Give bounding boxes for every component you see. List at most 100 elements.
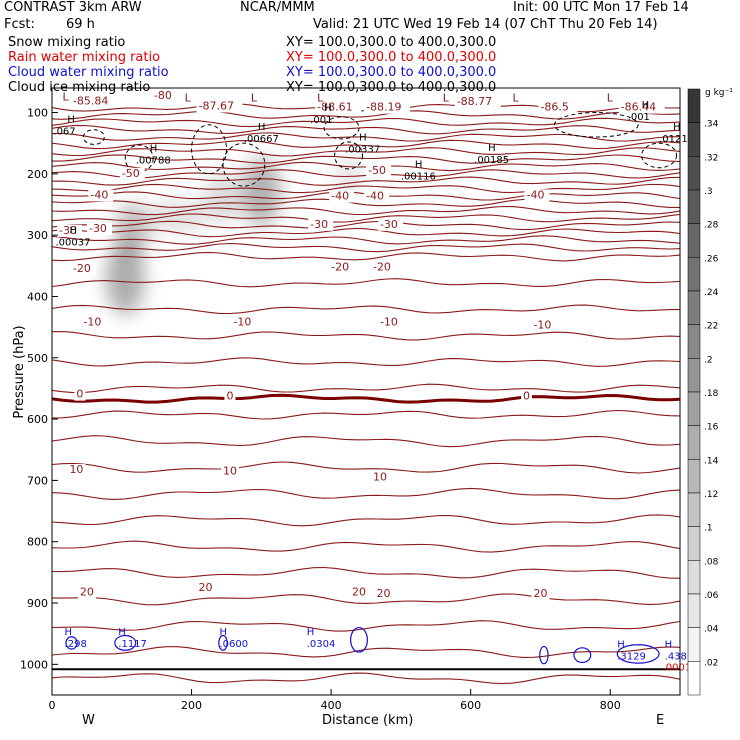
minimum-marker: L	[185, 91, 192, 104]
snow-core	[115, 203, 149, 255]
cloud-water-maximum-marker: H	[665, 639, 673, 650]
colorbar-tick-label: .32	[704, 153, 718, 163]
isotherm-label-bg	[370, 471, 389, 484]
y-tick-label: 500	[27, 352, 48, 365]
isotherm-label-bg	[374, 587, 393, 600]
isotherm-label-bg	[370, 261, 396, 274]
y-tick-label: 200	[27, 168, 48, 181]
colorbar-tick-label: .2	[704, 355, 713, 365]
cloud-water-maximum-value: .0304	[307, 639, 336, 650]
colorbar-tick-label: .06	[704, 591, 719, 601]
minimum-marker: L	[251, 91, 258, 104]
isotherm-label: -30	[380, 218, 398, 231]
isotherm-line	[52, 409, 680, 420]
isotherm-line	[52, 278, 680, 288]
isotherm-line	[52, 646, 680, 658]
cloud-water-contours	[65, 626, 660, 665]
isotherm-label: -50	[122, 167, 140, 180]
isotherm-label-bg	[308, 218, 334, 231]
y-tick-label: 1000	[20, 658, 48, 671]
colorbar-cell	[687, 156, 701, 191]
ice-maximum-marker: H	[324, 103, 332, 114]
isotherm-label: 10	[373, 470, 387, 483]
field-xy-cloud-water: XY= 100.0,300.0 to 400.0,300.0	[286, 65, 497, 80]
cloud-water-contour	[616, 644, 660, 664]
minimum-marker: L	[607, 91, 614, 104]
colorbar-cell	[687, 593, 701, 628]
isotherm-label-bg	[81, 316, 107, 329]
ice-maximum-value: .00116	[401, 171, 436, 182]
field-label-snow: Snow mixing ratio	[8, 35, 126, 50]
isotherm-label-bg	[196, 100, 243, 113]
colorbar-cell	[687, 223, 701, 258]
ice-maximum-marker: H	[359, 132, 367, 143]
isotherm-line	[52, 235, 680, 245]
isotherm-line	[52, 147, 680, 157]
isotherm-label: -40	[526, 188, 544, 201]
y-tick-label: 300	[27, 229, 48, 242]
colorbar-tick-label: .3	[704, 187, 713, 197]
cloud-water-contour	[350, 626, 368, 653]
isotherm-line	[52, 540, 680, 553]
colorbar-cell	[687, 425, 701, 460]
isotherm-label-bg	[531, 587, 550, 600]
cloud-water-maximum-value: .3129	[617, 651, 646, 662]
isotherm-label: -10	[83, 315, 101, 328]
isotherm-label: 20	[352, 586, 366, 599]
ice-maximum-value: .00788	[136, 155, 171, 166]
colorbar-cell	[687, 526, 701, 561]
colorbar-tick-label: .1	[704, 524, 713, 534]
isotherm-label: 10	[69, 463, 83, 476]
isotherm-line	[52, 514, 680, 527]
isotherm-label: 0	[76, 388, 83, 401]
colorbar-tick-label: .08	[704, 557, 719, 567]
cloud-water-contour	[114, 634, 137, 651]
y-axis-label: Pressure (hPa)	[12, 325, 27, 419]
isotherm-label-bg	[220, 465, 239, 478]
field-xy-snow: XY= 100.0,300.0 to 400.0,300.0	[286, 35, 497, 50]
isotherm-label: -86.44	[621, 101, 656, 114]
cloud-water-maximum-value: .438	[665, 651, 687, 662]
isotherm-line	[52, 205, 680, 216]
ice-maximum-value: .00667	[244, 134, 279, 145]
ice-maximum-value: .067	[53, 127, 75, 138]
colorbar-cell	[687, 661, 701, 696]
ice-maximum-marker: H	[415, 159, 423, 170]
colorbar-units: g kg⁻¹	[705, 88, 733, 98]
isotherm-label-bg	[350, 586, 369, 599]
isotherm-label-bg	[524, 189, 550, 202]
isotherm-label-bg	[364, 190, 389, 203]
isotherm-label: -20	[373, 261, 391, 274]
zero-isotherm	[52, 393, 680, 404]
cloud-water-maximum-marker: H	[65, 627, 73, 638]
cloud-water-maximum-value: .0600	[219, 639, 248, 650]
isotherm-label-bg	[74, 388, 86, 401]
snow-core	[105, 241, 145, 315]
isotherm-label: -20	[73, 262, 91, 275]
init-time: Init: 00 UTC Mon 17 Feb 14	[513, 0, 689, 15]
colorbar-cell	[687, 88, 701, 123]
ice-maximum-marker: H	[642, 100, 650, 111]
isotherm-label-bg	[366, 164, 392, 177]
forecast-hours: 69 h	[66, 17, 95, 32]
isotherm-label: 20	[533, 587, 547, 600]
colorbar-cell	[687, 324, 701, 359]
isotherm-label: 0	[523, 389, 530, 402]
isotherm-label-bg	[86, 223, 112, 236]
isotherm-label-bg	[618, 101, 665, 114]
x-tick-label: 200	[181, 699, 202, 712]
colorbar-cell	[687, 189, 701, 224]
isotherm-label-bg	[329, 261, 355, 274]
isotherm-label-bg	[77, 586, 96, 599]
contour-labels: -80 -85.84 -87.67 -88.61 -88.19 -88.77 -86.5 -8…	[53, 89, 691, 673]
axes: 0 200 400 600 800100200300400500600700800900…	[20, 107, 621, 712]
cloud-water-maximum-marker: H	[219, 627, 227, 638]
isotherm-label: 10	[223, 464, 237, 477]
ice-maximum-value: .001	[310, 115, 332, 126]
field-xy-rain: XY= 100.0,300.0 to 400.0,300.0	[286, 50, 497, 65]
isotherm-label-bg	[454, 96, 501, 109]
colorbar-tick-label: .16	[704, 423, 719, 433]
y-tick-label: 400	[27, 290, 48, 303]
